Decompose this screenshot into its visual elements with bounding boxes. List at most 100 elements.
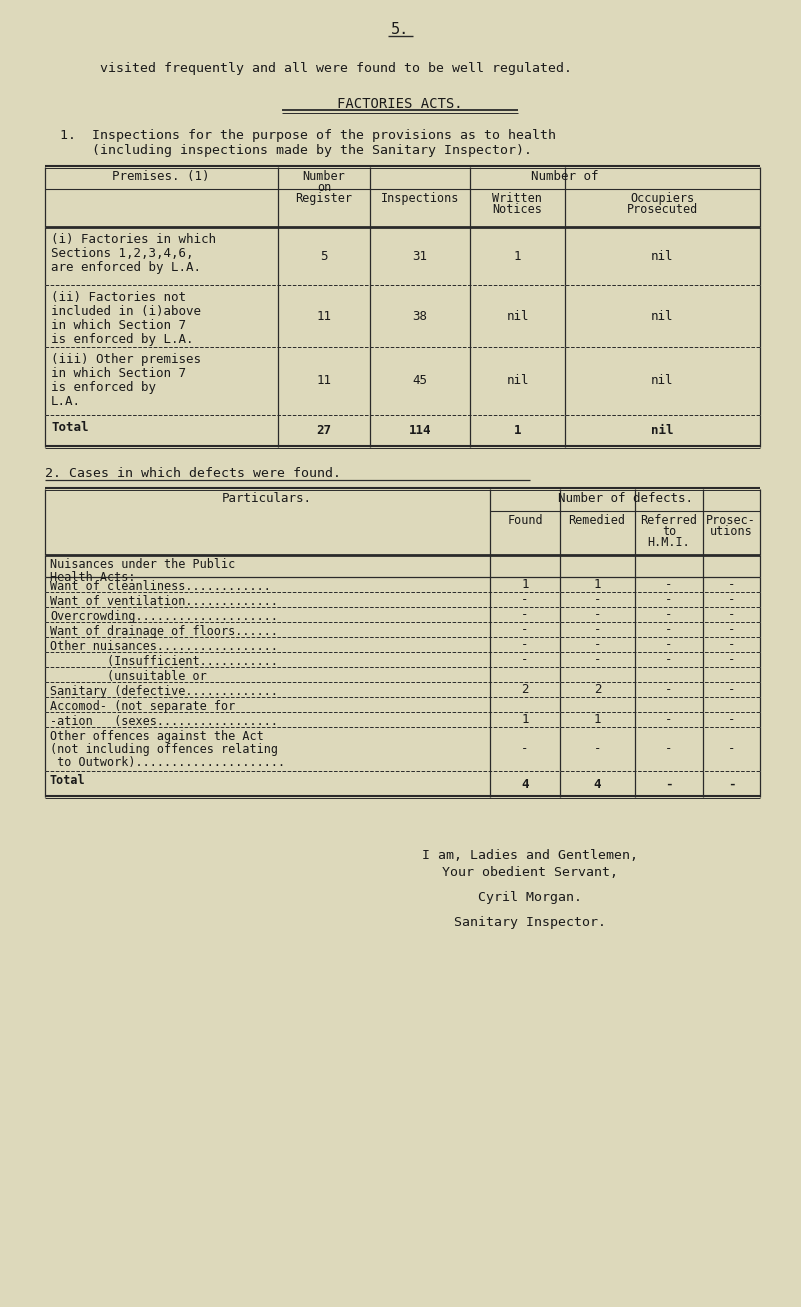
Text: Want of ventilation.............: Want of ventilation............. bbox=[50, 595, 278, 608]
Text: -: - bbox=[521, 638, 529, 651]
Text: (unsuitable or: (unsuitable or bbox=[50, 670, 207, 684]
Text: Your obedient Servant,: Your obedient Servant, bbox=[442, 867, 618, 880]
Text: -: - bbox=[728, 654, 735, 667]
Text: 2: 2 bbox=[594, 684, 602, 697]
Text: (i) Factories in which: (i) Factories in which bbox=[51, 233, 216, 246]
Text: Notices: Notices bbox=[492, 203, 542, 216]
Text: Sanitary Inspector.: Sanitary Inspector. bbox=[454, 916, 606, 929]
Text: FACTORIES ACTS.: FACTORIES ACTS. bbox=[337, 97, 463, 111]
Text: Inspections: Inspections bbox=[380, 192, 459, 205]
Text: utions: utions bbox=[710, 525, 752, 538]
Text: Total: Total bbox=[50, 774, 86, 787]
Text: included in (i)above: included in (i)above bbox=[51, 305, 201, 318]
Text: -: - bbox=[521, 623, 529, 637]
Text: (not including offences relating: (not including offences relating bbox=[50, 742, 278, 755]
Text: -: - bbox=[594, 654, 602, 667]
Text: -: - bbox=[666, 714, 673, 725]
Text: to: to bbox=[662, 525, 676, 538]
Text: I am, Ladies and Gentlemen,: I am, Ladies and Gentlemen, bbox=[422, 850, 638, 863]
Text: 5: 5 bbox=[320, 250, 328, 263]
Text: -: - bbox=[728, 623, 735, 637]
Text: 1: 1 bbox=[521, 714, 529, 725]
Text: -: - bbox=[666, 608, 673, 621]
Text: 11: 11 bbox=[316, 310, 332, 323]
Text: -: - bbox=[666, 593, 673, 606]
Text: 38: 38 bbox=[413, 310, 428, 323]
Text: -: - bbox=[521, 742, 529, 755]
Text: 1: 1 bbox=[513, 250, 521, 263]
Text: Written: Written bbox=[492, 192, 542, 205]
Text: Accomod- (not separate for: Accomod- (not separate for bbox=[50, 701, 235, 714]
Text: 27: 27 bbox=[316, 425, 332, 438]
Text: nil: nil bbox=[506, 375, 529, 387]
Text: -: - bbox=[666, 623, 673, 637]
Text: Health Acts:: Health Acts: bbox=[50, 571, 135, 584]
Text: 2. Cases in which defects were found.: 2. Cases in which defects were found. bbox=[45, 467, 341, 480]
Text: Remedied: Remedied bbox=[569, 514, 626, 527]
Text: -: - bbox=[728, 593, 735, 606]
Text: Particulars.: Particulars. bbox=[222, 491, 312, 505]
Text: 1: 1 bbox=[513, 425, 521, 438]
Text: -: - bbox=[594, 593, 602, 606]
Text: nil: nil bbox=[506, 310, 529, 323]
Text: -: - bbox=[728, 742, 735, 755]
Text: Want of cleanliness............: Want of cleanliness............ bbox=[50, 580, 271, 593]
Text: -: - bbox=[594, 638, 602, 651]
Text: (iii) Other premises: (iii) Other premises bbox=[51, 353, 201, 366]
Text: 4: 4 bbox=[594, 778, 602, 791]
Text: Sections 1,2,3,4,6,: Sections 1,2,3,4,6, bbox=[51, 247, 194, 260]
Text: Found: Found bbox=[507, 514, 543, 527]
Text: Prosec-: Prosec- bbox=[706, 514, 756, 527]
Text: Referred: Referred bbox=[641, 514, 698, 527]
Text: -: - bbox=[521, 654, 529, 667]
Text: 2: 2 bbox=[521, 684, 529, 697]
Text: 1: 1 bbox=[594, 578, 602, 591]
Text: Want of drainage of floors......: Want of drainage of floors...... bbox=[50, 625, 278, 638]
Text: -: - bbox=[594, 742, 602, 755]
Text: on: on bbox=[317, 180, 331, 193]
Text: Number of defects.: Number of defects. bbox=[557, 491, 693, 505]
Text: -: - bbox=[728, 638, 735, 651]
Text: -: - bbox=[666, 742, 673, 755]
Text: in which Section 7: in which Section 7 bbox=[51, 319, 186, 332]
Text: to Outwork).....................: to Outwork)..................... bbox=[50, 755, 285, 769]
Text: Other nuisances.................: Other nuisances................. bbox=[50, 640, 278, 654]
Text: visited frequently and all were found to be well regulated.: visited frequently and all were found to… bbox=[100, 61, 572, 74]
Text: nil: nil bbox=[651, 425, 674, 438]
Text: nil: nil bbox=[651, 250, 674, 263]
Text: 45: 45 bbox=[413, 375, 428, 387]
Text: L.A.: L.A. bbox=[51, 395, 81, 408]
Text: Occupiers: Occupiers bbox=[630, 192, 694, 205]
Text: nil: nil bbox=[651, 375, 674, 387]
Text: (including inspections made by the Sanitary Inspector).: (including inspections made by the Sanit… bbox=[60, 144, 532, 157]
Text: (Insufficient...........: (Insufficient........... bbox=[50, 655, 278, 668]
Text: Sanitary (defective.............: Sanitary (defective............. bbox=[50, 685, 278, 698]
Text: Prosecuted: Prosecuted bbox=[626, 203, 698, 216]
Text: Cyril Morgan.: Cyril Morgan. bbox=[478, 891, 582, 904]
Text: 1: 1 bbox=[521, 578, 529, 591]
Text: -: - bbox=[666, 654, 673, 667]
Text: 11: 11 bbox=[316, 375, 332, 387]
Text: 114: 114 bbox=[409, 425, 431, 438]
Text: Overcrowding....................: Overcrowding.................... bbox=[50, 610, 278, 623]
Text: -: - bbox=[594, 623, 602, 637]
Text: -: - bbox=[666, 684, 673, 697]
Text: -: - bbox=[728, 608, 735, 621]
Text: Other offences against the Act: Other offences against the Act bbox=[50, 731, 264, 742]
Text: -ation   (sexes.................: -ation (sexes................. bbox=[50, 715, 278, 728]
Text: Nuisances under the Public: Nuisances under the Public bbox=[50, 558, 235, 571]
Text: in which Section 7: in which Section 7 bbox=[51, 367, 186, 380]
Text: -: - bbox=[666, 638, 673, 651]
Text: -: - bbox=[728, 578, 735, 591]
Text: 1: 1 bbox=[594, 714, 602, 725]
Text: -: - bbox=[728, 714, 735, 725]
Text: Number of: Number of bbox=[531, 170, 599, 183]
Text: Total: Total bbox=[51, 421, 88, 434]
Text: 4: 4 bbox=[521, 778, 529, 791]
Text: -: - bbox=[728, 684, 735, 697]
Text: -: - bbox=[666, 578, 673, 591]
Text: is enforced by L.A.: is enforced by L.A. bbox=[51, 333, 194, 346]
Text: Register: Register bbox=[296, 192, 352, 205]
Text: (ii) Factories not: (ii) Factories not bbox=[51, 291, 186, 305]
Text: Number: Number bbox=[303, 170, 345, 183]
